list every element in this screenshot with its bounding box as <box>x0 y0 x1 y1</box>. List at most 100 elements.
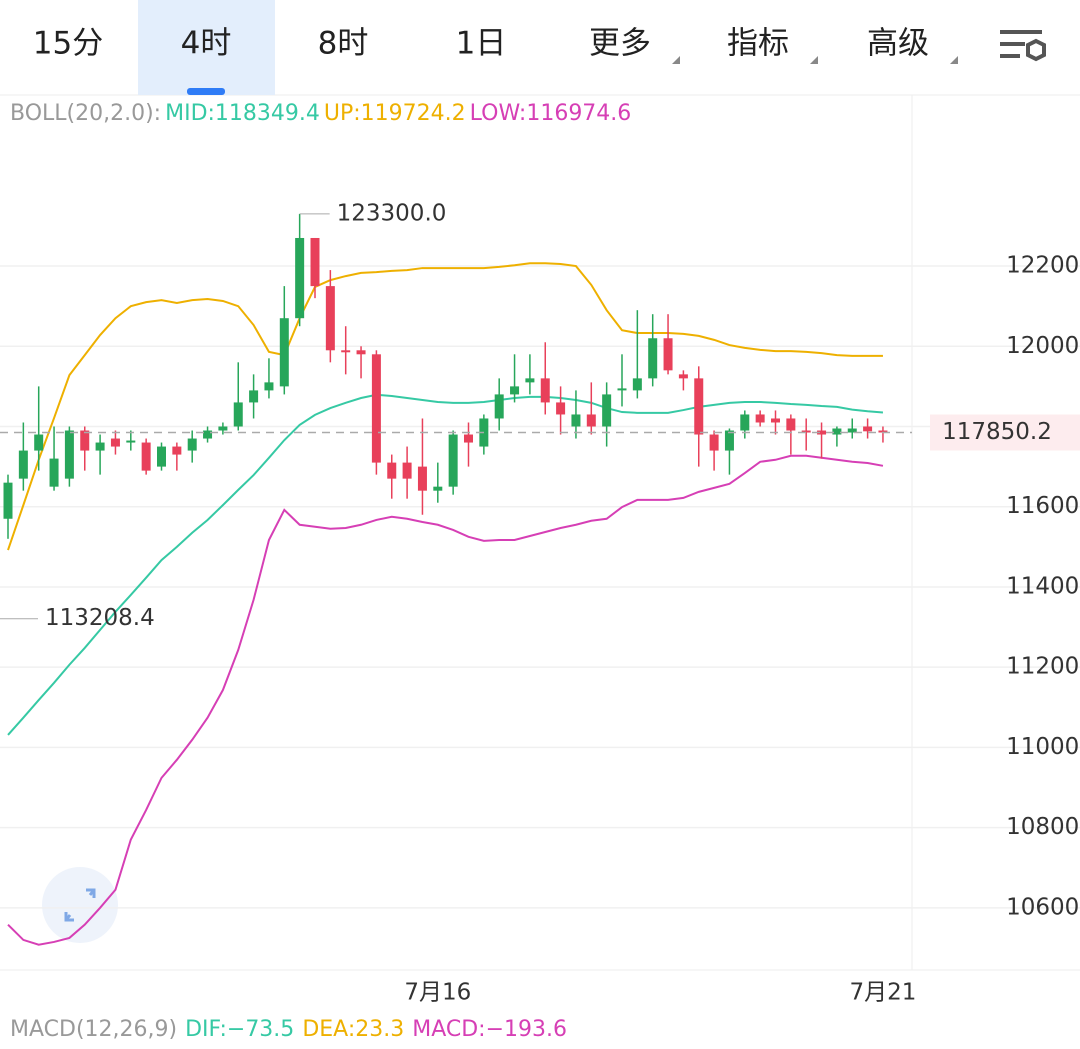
candle-body <box>126 440 136 443</box>
candle-body <box>141 442 151 471</box>
candle-body <box>218 426 228 431</box>
candle-body <box>648 338 658 379</box>
candle-body <box>556 402 566 415</box>
y-tick-label: 112000 <box>1006 654 1080 680</box>
y-tick-label: 120000 <box>1006 333 1080 359</box>
expand-arrows <box>64 888 96 922</box>
candle-body <box>110 438 120 447</box>
y-tick-label: 114000 <box>1006 573 1080 599</box>
candle-body <box>18 450 28 479</box>
tab[interactable]: 8时 <box>318 26 369 62</box>
tab[interactable]: 4时 <box>181 26 232 62</box>
candle-body <box>448 434 458 487</box>
candle-body <box>586 414 596 427</box>
candle-body <box>663 338 673 371</box>
candle-body <box>157 446 166 467</box>
tab[interactable]: 指标 <box>727 26 789 62</box>
candle-body <box>571 414 581 427</box>
macd-label: MACD(12,26,9) <box>10 1017 177 1042</box>
expand-button[interactable] <box>42 867 118 943</box>
candle-body <box>510 386 520 395</box>
candle-body <box>755 414 765 423</box>
x-tick-label: 7月16 <box>404 980 471 1006</box>
tab[interactable]: 1日 <box>456 26 507 62</box>
candle-body <box>402 462 412 479</box>
y-tick-label: 122000 <box>1006 253 1080 279</box>
candle-body <box>3 482 13 519</box>
expand-circle <box>42 867 118 943</box>
boll-line <box>7 393 884 736</box>
macd-entry: DEA:23.3 <box>302 1017 404 1042</box>
candle-body <box>49 458 59 487</box>
candle-body <box>249 390 259 403</box>
candle-body <box>295 237 305 319</box>
macd-entry: MACD:−193.6 <box>412 1017 567 1042</box>
y-tick-label: 106000 <box>1006 894 1080 920</box>
candle-body <box>724 430 734 451</box>
candle-body <box>95 442 105 451</box>
candle-body <box>786 418 796 431</box>
macd-legend: MACD(12,26,9) DIF:−73.5 DEA:23.3 MACD:−193.… <box>10 1017 567 1042</box>
last-price-bg <box>930 414 1080 451</box>
candle-body <box>356 350 366 355</box>
extreme-label: 123300.0 <box>337 200 447 226</box>
candle-body <box>878 430 888 433</box>
candle-body <box>617 388 627 391</box>
candle-body <box>464 434 473 443</box>
boll-line <box>7 262 883 551</box>
candle-body <box>632 378 642 391</box>
candle-body <box>847 428 857 433</box>
dropdown-triangle <box>672 56 680 64</box>
indicator-label: BOLL(20,2.0): <box>10 101 161 126</box>
candle-body <box>371 354 381 463</box>
candle-body <box>279 318 289 387</box>
candle-body <box>341 350 351 353</box>
tabs: 15分 4时 8时 1日 更多 指标 高级 <box>33 0 958 95</box>
dropdown-triangle <box>810 56 818 64</box>
extreme-label: 113208.4 <box>45 605 155 631</box>
last-price-label: 117850.2 <box>942 419 1052 445</box>
boll-entry: UP:119724.2 <box>324 101 466 126</box>
boll-entry: MID:118349.4 <box>165 101 320 126</box>
candle-body <box>602 394 612 427</box>
candle-body <box>80 430 90 451</box>
dropdown-triangle <box>950 56 958 64</box>
candle-body <box>203 430 213 439</box>
macd-entry: DIF:−73.5 <box>185 1017 294 1042</box>
candle-body <box>387 462 397 479</box>
candle-body <box>172 446 182 455</box>
tab-active-bg <box>138 0 275 95</box>
settings-icon[interactable] <box>1000 30 1046 62</box>
candle-body <box>417 466 427 491</box>
icon-hex <box>1026 38 1046 62</box>
candle-body <box>678 374 688 379</box>
candle-body <box>34 434 44 451</box>
tab[interactable]: 高级 <box>867 26 929 62</box>
candle-body <box>801 430 811 433</box>
tab[interactable]: 更多 <box>589 26 651 62</box>
tab-indicator <box>187 88 225 95</box>
candle-body <box>832 428 842 435</box>
candle-body <box>187 438 197 451</box>
y-tick-label: 116000 <box>1006 493 1080 519</box>
candle-body <box>817 430 827 435</box>
boll-line <box>7 454 884 946</box>
candle-body <box>694 378 704 435</box>
candle-body <box>709 434 719 451</box>
candle-body <box>771 418 780 423</box>
candle-body <box>525 378 535 383</box>
x-tick-label: 7月21 <box>849 980 916 1006</box>
candle-body <box>233 402 243 427</box>
y-tick-label: 110000 <box>1006 734 1080 760</box>
candle-body <box>863 426 873 432</box>
boll-entry: LOW:116974.6 <box>470 101 632 126</box>
candle-body <box>540 378 550 403</box>
candle-body <box>325 286 335 351</box>
candle-body <box>264 382 274 391</box>
boll-legend: BOLL(20,2.0): MID:118349.4 UP:119724.2 LOW:… <box>10 101 631 126</box>
candle-body <box>740 414 750 431</box>
tab[interactable]: 15分 <box>33 26 103 62</box>
candle-body <box>494 394 504 419</box>
candle-body <box>310 237 320 287</box>
